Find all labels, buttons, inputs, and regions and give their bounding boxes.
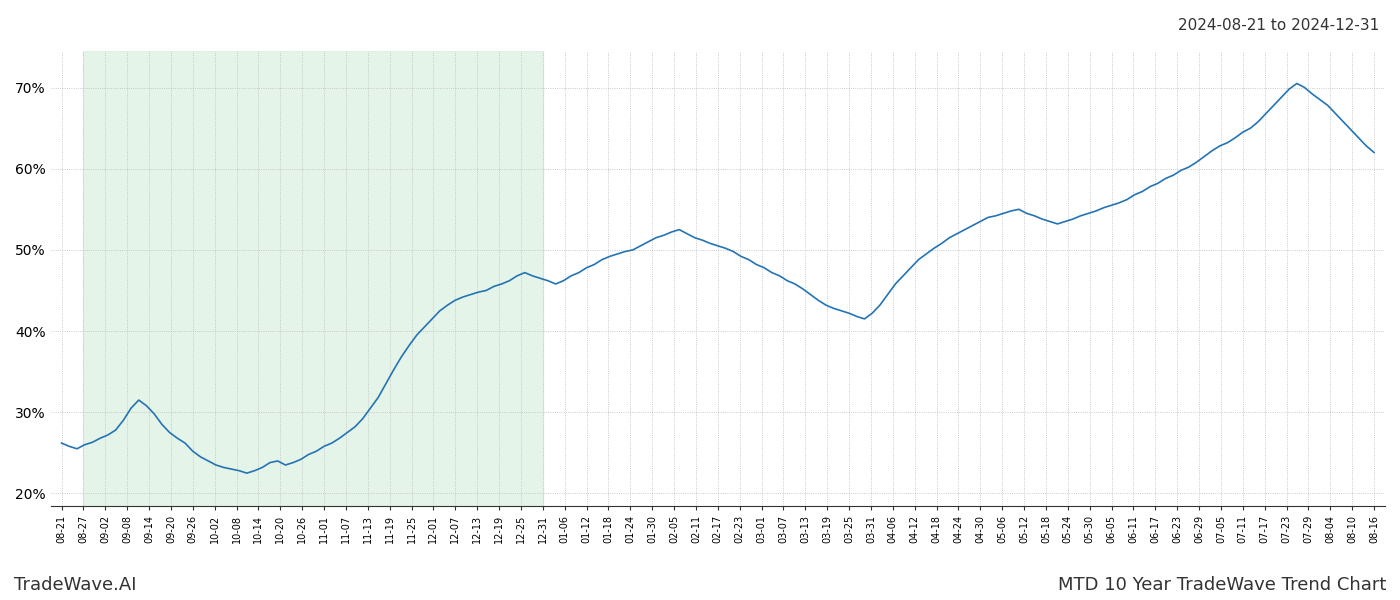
Text: TradeWave.AI: TradeWave.AI [14,576,137,594]
Bar [84,51,543,506]
Text: 2024-08-21 to 2024-12-31: 2024-08-21 to 2024-12-31 [1177,18,1379,33]
Text: MTD 10 Year TradeWave Trend Chart: MTD 10 Year TradeWave Trend Chart [1057,576,1386,594]
